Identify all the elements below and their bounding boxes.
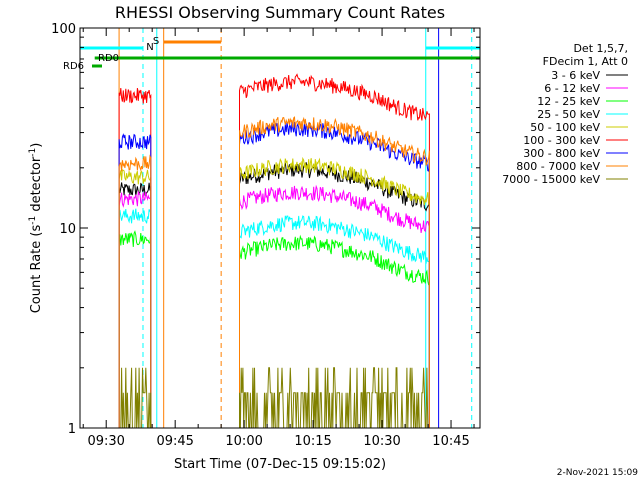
legend-label: 25 - 50 keV (537, 108, 600, 121)
y-axis-label: Count Rate (s-1 detector-1) (28, 143, 44, 314)
legend-label: 12 - 25 keV (537, 95, 600, 108)
series-line (118, 230, 152, 428)
flag-label-rd6: RD6 (63, 61, 84, 72)
series-line (118, 169, 152, 428)
legend-label: 300 - 800 keV (523, 147, 600, 160)
x-tick-label: 10:15 (294, 434, 331, 449)
series-line (239, 116, 430, 428)
legend-label: 50 - 100 keV (530, 121, 600, 134)
series-line (118, 208, 152, 428)
series-line (239, 234, 430, 428)
series-7 (118, 116, 430, 428)
series-4 (118, 156, 430, 428)
series-line (239, 367, 430, 429)
y-tick-label: 1 (68, 422, 76, 437)
series-3 (118, 208, 430, 428)
x-tick-label: 10:30 (363, 434, 400, 449)
series-line (118, 133, 152, 428)
series-line (118, 154, 152, 428)
flag-label-n: N (146, 42, 153, 53)
x-tick-label: 09:45 (156, 434, 193, 449)
series-line (118, 191, 152, 428)
series-line (239, 73, 430, 428)
legend-label: 6 - 12 keV (544, 82, 600, 95)
legend-label: 800 - 7000 keV (516, 160, 600, 173)
legend-label: 7000 - 15000 keV (502, 173, 600, 186)
x-axis-label: Start Time (07-Dec-15 09:15:02) (174, 457, 386, 472)
detector-info-line1: Det 1,5,7, (573, 42, 628, 55)
legend-label: 3 - 6 keV (551, 69, 600, 82)
y-tick-label: 10 (59, 222, 76, 237)
series-2 (118, 230, 430, 428)
flag-label-rd0: RD0 (98, 53, 119, 64)
y-tick-label: 100 (51, 22, 76, 37)
series-line (118, 87, 152, 428)
x-tick-label: 10:00 (225, 434, 262, 449)
series-line (239, 156, 430, 428)
series-line (239, 184, 430, 428)
series-1 (118, 184, 430, 428)
flag-label-s: S (153, 36, 159, 47)
chart-title: RHESSI Observing Summary Count Rates (115, 3, 445, 22)
series-5 (118, 73, 430, 428)
legend-label: 100 - 300 keV (523, 134, 600, 147)
axes: 09:30 09:45 10:00 10:15 10:30 10:45 1 10 100 (51, 22, 480, 449)
x-tick-label: 10:45 (432, 434, 469, 449)
series-line (239, 215, 430, 428)
flag-bars: NS RD0 RD6 (63, 36, 480, 72)
x-tick-label: 09:30 (87, 434, 124, 449)
footer-date: 2-Nov-2021 15:09 (557, 468, 639, 478)
detector-info-line2: FDecim 1, Att 0 (543, 55, 628, 68)
series-group (118, 73, 430, 429)
